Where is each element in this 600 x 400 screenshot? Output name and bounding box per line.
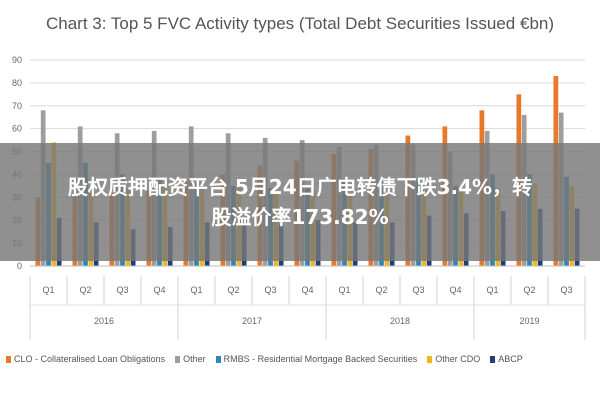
x-tick-label: Q4	[301, 285, 313, 295]
x-tick-label: Q2	[523, 285, 535, 295]
legend-item-other-cdo: Other CDO	[427, 354, 480, 364]
overlay-headline: 股权质押配资平台 5月24日广电转债下跌3.4%，转 股溢价率173.82%	[20, 172, 580, 232]
x-tick-label: Q3	[116, 285, 128, 295]
x-tick-label: Q2	[79, 285, 91, 295]
x-tick-label: Q2	[375, 285, 387, 295]
legend-item-other: Other	[175, 354, 206, 364]
legend-label-other-cdo: Other CDO	[435, 354, 481, 364]
x-tick-label: Q3	[412, 285, 424, 295]
overlay-banner: 股权质押配资平台 5月24日广电转债下跌3.4%，转 股溢价率173.82%	[0, 143, 600, 261]
legend-swatch-rmbs	[215, 355, 221, 363]
legend-item-abcp: ABCP	[490, 354, 523, 364]
group-label: 2018	[390, 316, 410, 326]
legend-swatch-other	[175, 355, 181, 363]
overlay-headline-line-2: 股溢价率173.82%	[211, 205, 389, 229]
group-label: 2019	[519, 316, 539, 326]
legend-swatch-abcp	[490, 355, 496, 363]
x-tick-label: Q2	[227, 285, 239, 295]
legend-label-abcp: ABCP	[498, 354, 523, 364]
x-tick-label: Q1	[486, 285, 498, 295]
overlay-headline-line-1: 股权质押配资平台 5月24日广电转债下跌3.4%，转	[67, 175, 533, 199]
legend-label-clo: CLO - Collateralised Loan Obligations	[14, 354, 166, 364]
y-tick-label: 90	[12, 55, 22, 65]
legend-label-other: Other	[183, 354, 206, 364]
y-tick-label: 80	[12, 78, 22, 88]
x-tick-label: Q4	[153, 285, 165, 295]
x-tick-label: Q1	[338, 285, 350, 295]
x-tick-label: Q1	[190, 285, 202, 295]
y-tick-label: 60	[12, 124, 22, 134]
y-tick-label: 0	[17, 261, 22, 271]
group-label: 2016	[94, 316, 114, 326]
x-tick-label: Q3	[264, 285, 276, 295]
legend-label-rmbs: RMBS - Residential Mortgage Backed Secur…	[223, 354, 418, 364]
chart-legend: CLO - Collateralised Loan Obligations Ot…	[6, 350, 596, 368]
legend-item-clo: CLO - Collateralised Loan Obligations	[6, 354, 165, 364]
legend-item-rmbs: RMBS - Residential Mortgage Backed Secur…	[215, 354, 418, 364]
legend-swatch-other-cdo	[427, 355, 433, 363]
legend-swatch-clo	[6, 355, 11, 363]
x-tick-label: Q4	[449, 285, 461, 295]
x-tick-label: Q1	[42, 285, 54, 295]
chart-title: Chart 3: Top 5 FVC Activity types (Total…	[45, 14, 555, 33]
group-label: 2017	[242, 316, 262, 326]
y-tick-label: 70	[12, 101, 22, 111]
x-tick-label: Q3	[560, 285, 572, 295]
